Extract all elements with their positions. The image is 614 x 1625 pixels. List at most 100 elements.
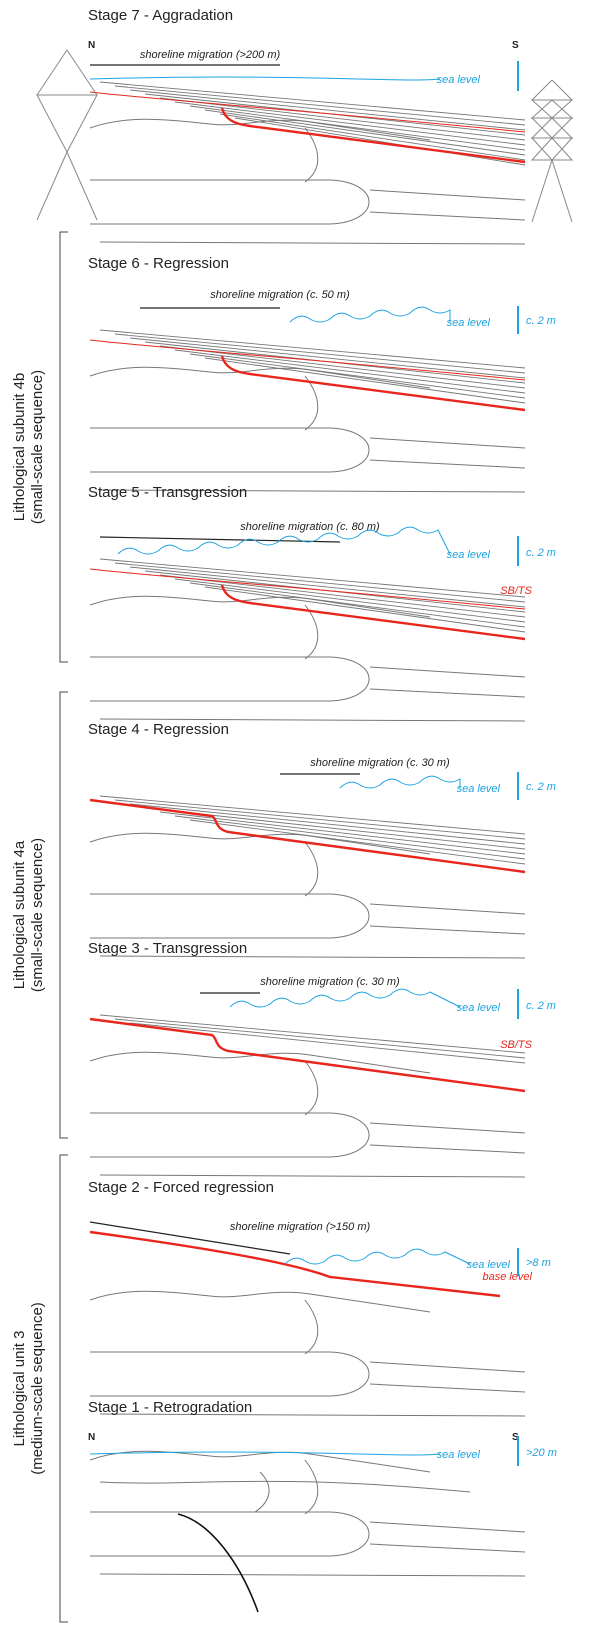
symbol: [532, 100, 572, 118]
strata: [100, 667, 525, 721]
stage-title: Stage 4 - Regression: [88, 721, 229, 738]
strata: [100, 1015, 525, 1053]
sea-level-label: sea level: [437, 74, 481, 86]
strata: [115, 1019, 525, 1058]
group-label: Lithological subunit 4a: [11, 840, 28, 989]
strata: [305, 1460, 318, 1514]
stage-title: Stage 1 - Retrogradation: [88, 1399, 252, 1416]
strata: [90, 180, 369, 224]
surface: [90, 569, 525, 609]
strata: [160, 346, 525, 388]
change-label: c. 2 m: [526, 315, 556, 327]
sea-level-label: sea level: [457, 1002, 501, 1014]
strata: [100, 1472, 470, 1512]
stage: Stage 4 - Regression shoreline migration …: [88, 721, 556, 958]
symbol: [37, 95, 97, 152]
stage: Stage 6 - Regression shoreline migration …: [88, 255, 556, 492]
strata: [100, 330, 525, 368]
symbol: [532, 138, 572, 160]
surface-label: SB/TS: [500, 1039, 532, 1051]
strata: [100, 796, 525, 834]
group-label: Lithological unit 3: [11, 1331, 28, 1447]
surface: [90, 1232, 500, 1296]
sea-level-label: sea level: [457, 783, 501, 795]
symbol: [37, 50, 97, 220]
group-sublabel: (small-scale sequence): [29, 370, 46, 524]
migration-label: shoreline migration (>150 m): [230, 1221, 371, 1233]
strata: [305, 1061, 318, 1115]
group-sublabel: (medium-scale sequence): [29, 1302, 46, 1475]
sea-level-line: [285, 1249, 470, 1264]
strata: [115, 563, 525, 602]
bracket: [60, 232, 68, 662]
strata: [100, 190, 525, 244]
strata: [90, 1512, 369, 1556]
strata: [305, 376, 318, 430]
strata: [235, 118, 525, 165]
strata: [90, 367, 430, 388]
strata: [90, 657, 369, 701]
strata: [115, 86, 525, 125]
stage-title: Stage 7 - Aggradation: [88, 7, 233, 24]
south-label: S: [512, 40, 519, 51]
change-label: c. 2 m: [526, 1000, 556, 1012]
north-label: N: [88, 1432, 95, 1443]
sea-level-label: sea level: [467, 1259, 511, 1271]
stage-title: Stage 3 - Transgression: [88, 940, 247, 957]
migration-label: shoreline migration (c. 30 m): [310, 757, 450, 769]
change-label: >20 m: [526, 1447, 557, 1459]
strata: [160, 98, 525, 140]
migration-label: shoreline migration (c. 30 m): [260, 976, 400, 988]
sea-level-line: [290, 307, 450, 322]
strata: [100, 1522, 525, 1576]
strata: [305, 128, 318, 182]
sea-level-line: [340, 776, 460, 788]
sea-level-line: [230, 989, 460, 1007]
bracket: [60, 1155, 68, 1622]
surface-label: base level: [482, 1271, 532, 1283]
sea-level-label: sea level: [447, 549, 491, 561]
surface: [90, 340, 525, 380]
stage: Stage 2 - Forced regression shoreline mig…: [88, 1179, 551, 1416]
symbol: [532, 80, 572, 222]
stage: Stage 3 - Transgression shoreline migrati…: [88, 940, 556, 1177]
strata: [90, 1113, 369, 1157]
strata: [90, 894, 369, 938]
stage-title: Stage 2 - Forced regression: [88, 1179, 274, 1196]
strata: [90, 428, 369, 472]
symbol: [532, 118, 572, 138]
strata: [305, 1300, 318, 1354]
north-label: N: [88, 40, 95, 51]
figure: Lithological subunit 4b(small-scale sequ…: [0, 0, 614, 1625]
sea-level-line: [90, 77, 440, 80]
strata: [90, 1352, 369, 1396]
migration-label: shoreline migration (c. 80 m): [240, 521, 380, 533]
surface: [90, 92, 525, 132]
group-sublabel: (small-scale sequence): [29, 838, 46, 992]
strata: [100, 1123, 525, 1177]
stage-title: Stage 6 - Regression: [88, 255, 229, 272]
strata: [90, 596, 430, 617]
strata: [115, 800, 525, 839]
surface-label: SB/TS: [500, 585, 532, 597]
strata: [100, 559, 525, 597]
strata: [90, 1291, 430, 1312]
strata: [115, 334, 525, 373]
sea-level-label: sea level: [447, 317, 491, 329]
migration-label: shoreline migration (>200 m): [140, 49, 281, 61]
strata: [100, 82, 525, 120]
flow-arrow: [178, 1514, 258, 1612]
stage: Stage 5 - Transgression shoreline migrati…: [88, 484, 556, 721]
sea-level-label: sea level: [437, 1449, 481, 1461]
strata: [305, 842, 318, 896]
stage-title: Stage 5 - Transgression: [88, 484, 247, 501]
change-label: >8 m: [526, 1257, 551, 1269]
group-label: Lithological subunit 4b: [11, 373, 28, 521]
strata: [130, 1023, 525, 1063]
change-label: c. 2 m: [526, 781, 556, 793]
migration-label: shoreline migration (c. 50 m): [210, 289, 350, 301]
strata: [305, 605, 318, 659]
bracket: [60, 692, 68, 1138]
